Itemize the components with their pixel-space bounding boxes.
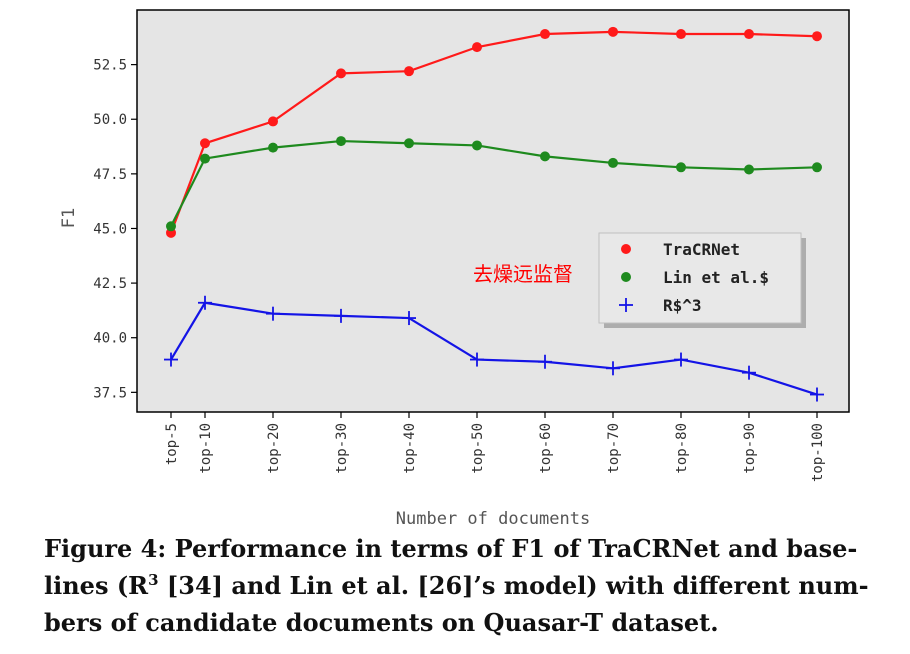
- data-point-r-3: [674, 352, 688, 367]
- caption-prefix: Figure 4: Performance in terms of F1 of …: [44, 534, 858, 600]
- x-tick-label: top-10: [198, 423, 214, 474]
- data-point-r-3: [334, 308, 348, 323]
- legend-label: Lin et al.$: [663, 268, 769, 287]
- data-point-lin-et-al: [472, 140, 482, 151]
- data-point-lin-et-al: [608, 157, 618, 168]
- data-point-r-3: [266, 306, 280, 321]
- data-point-lin-et-al: [540, 151, 550, 162]
- data-point-lin-et-al: [166, 221, 176, 232]
- figure-caption: Figure 4: Performance in terms of F1 of …: [44, 530, 884, 641]
- y-tick-label: 42.5: [93, 276, 127, 292]
- legend-marker-plus: [619, 298, 633, 312]
- data-point-tracrnet: [472, 42, 482, 53]
- data-point-tracrnet: [540, 29, 550, 40]
- x-tick-label: top-40: [402, 423, 418, 474]
- data-point-tracrnet: [404, 66, 414, 77]
- data-point-tracrnet: [268, 116, 278, 127]
- data-point-tracrnet: [200, 138, 210, 149]
- y-tick-label: 45.0: [93, 221, 127, 237]
- y-axis-label: F1: [59, 208, 79, 228]
- data-point-r-3: [164, 352, 178, 367]
- data-point-lin-et-al: [336, 136, 346, 147]
- data-point-lin-et-al: [404, 138, 414, 149]
- y-axis: 37.5 40.0 42.5 45.0 47.5 50.0 52.5: [93, 58, 137, 401]
- x-tick-label: top-80: [674, 423, 690, 474]
- watermark: 去燥远监督: [473, 262, 573, 286]
- legend-marker-dot: [621, 244, 631, 254]
- data-point-tracrnet: [676, 29, 686, 40]
- data-point-r-3: [810, 387, 824, 402]
- y-tick-label: 40.0: [93, 331, 127, 347]
- legend-label: R$^3: [663, 296, 702, 315]
- data-point-lin-et-al: [812, 162, 822, 173]
- x-tick-label: top-90: [742, 423, 758, 474]
- data-point-tracrnet: [812, 31, 822, 42]
- plot-area: [136, 9, 850, 413]
- x-tick-label: top-20: [266, 423, 282, 474]
- data-point-r-3: [606, 361, 620, 376]
- x-tick-label: top-5: [164, 423, 180, 465]
- y-tick-label: 52.5: [93, 58, 127, 74]
- data-point-r-3: [198, 295, 212, 310]
- data-point-tracrnet: [744, 29, 754, 40]
- data-point-tracrnet: [608, 26, 618, 37]
- data-point-lin-et-al: [200, 153, 210, 164]
- x-tick-label: top-30: [334, 423, 350, 474]
- data-point-r-3: [538, 354, 552, 369]
- data-point-r-3: [742, 365, 756, 380]
- data-point-r-3: [402, 311, 416, 326]
- x-axis: top-5 top-10 top-20 top-30 top-40 top-50 top-6…: [164, 412, 826, 482]
- legend: TraCRNet Lin et al.$ R$^3: [598, 232, 806, 328]
- legend-label: TraCRNet: [663, 240, 740, 259]
- data-point-tracrnet: [336, 68, 346, 79]
- x-tick-label: top-60: [538, 423, 554, 474]
- x-tick-label: top-100: [810, 423, 826, 482]
- data-point-lin-et-al: [744, 164, 754, 175]
- data-point-lin-et-al: [676, 162, 686, 173]
- y-tick-label: 47.5: [93, 167, 127, 183]
- series-layer: [164, 26, 824, 402]
- x-tick-label: top-50: [470, 423, 486, 474]
- caption-superscript: 3: [148, 571, 159, 589]
- data-point-lin-et-al: [268, 142, 278, 153]
- y-tick-label: 50.0: [93, 112, 127, 128]
- x-axis-label: Number of documents: [396, 509, 590, 529]
- legend-box: [598, 232, 802, 324]
- x-tick-label: top-70: [606, 423, 622, 474]
- chart: 37.5 40.0 42.5 45.0 47.5 50.0 52.5 top-5 top-10…: [59, 9, 850, 529]
- y-tick-label: 37.5: [93, 385, 127, 401]
- caption-suffix: [34] and Lin et al. [26]’s model) with d…: [44, 571, 869, 637]
- legend-marker-dot: [621, 272, 631, 282]
- data-point-r-3: [470, 352, 484, 367]
